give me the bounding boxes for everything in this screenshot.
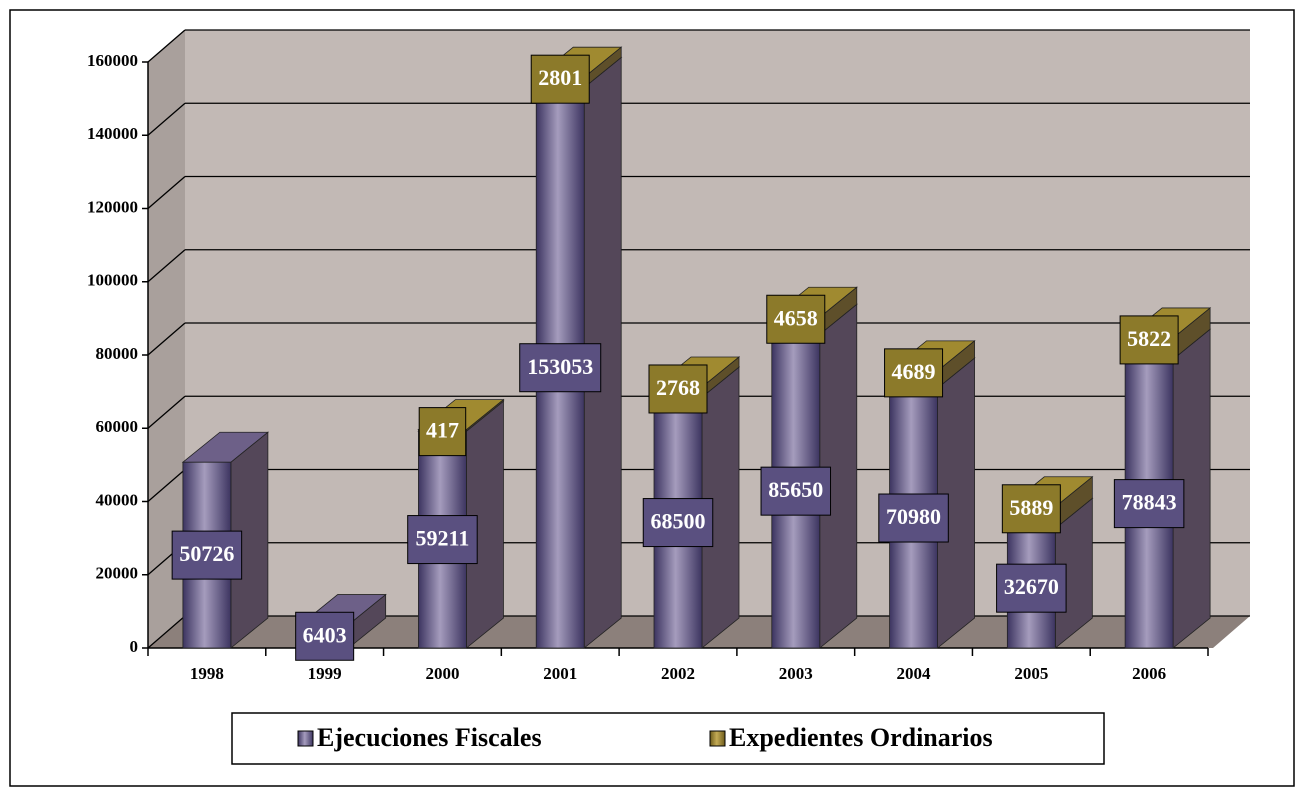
data-label: 2768 xyxy=(656,375,700,400)
data-label-box xyxy=(295,611,355,661)
data-label: 153053 xyxy=(527,354,593,379)
y-tick-label: 120000 xyxy=(87,197,138,216)
grid-line xyxy=(147,176,186,209)
legend-label: Ejecuciones Fiscales xyxy=(317,723,542,752)
data-label-box xyxy=(878,493,949,543)
y-tick-label: 0 xyxy=(130,637,139,656)
x-tick-label: 2006 xyxy=(1132,664,1166,683)
y-tick-label: 140000 xyxy=(87,124,138,143)
y-tick-label: 20000 xyxy=(96,564,139,583)
data-label: 70980 xyxy=(886,504,941,529)
x-tick-label: 2001 xyxy=(543,664,577,683)
data-label: 85650 xyxy=(768,477,823,502)
y-tick-label: 60000 xyxy=(96,417,139,436)
data-label-box xyxy=(760,466,832,516)
data-label: 68500 xyxy=(651,509,706,534)
data-label: 32670 xyxy=(1004,574,1059,599)
x-tick-label: 1998 xyxy=(190,664,224,683)
grid-line xyxy=(147,322,186,356)
x-tick-label: 2005 xyxy=(1014,664,1048,683)
grid-line xyxy=(147,249,186,283)
data-label-box xyxy=(1119,315,1179,365)
grid-line xyxy=(147,395,186,429)
legend-swatch xyxy=(297,730,314,747)
data-label-box xyxy=(642,498,714,548)
x-tick-label: 2003 xyxy=(779,664,813,683)
legend-label: Expedientes Ordinarios xyxy=(729,723,993,752)
data-label: 4689 xyxy=(892,359,936,384)
x-tick-label: 2000 xyxy=(425,664,459,683)
grid-line xyxy=(147,102,186,136)
data-label: 59211 xyxy=(416,526,470,551)
x-tick-label: 2004 xyxy=(897,664,932,683)
y-tick-label: 40000 xyxy=(96,490,139,509)
y-tick-label: 160000 xyxy=(87,51,138,70)
data-label: 50726 xyxy=(179,541,234,566)
x-tick-label: 1999 xyxy=(308,664,342,683)
y-tick-label: 100000 xyxy=(87,271,138,290)
data-label-box xyxy=(407,515,478,565)
data-label: 2801 xyxy=(538,65,582,90)
bar-segment xyxy=(652,366,741,649)
grid-line xyxy=(147,29,186,63)
grid-line xyxy=(147,615,186,649)
data-label-box xyxy=(1001,484,1061,534)
data-label-box xyxy=(1113,479,1185,529)
x-tick-label: 2002 xyxy=(661,664,695,683)
data-label-box xyxy=(884,348,944,398)
data-label-box xyxy=(766,294,826,344)
data-label-box xyxy=(171,530,243,580)
data-label: 5822 xyxy=(1127,326,1171,351)
grid-line xyxy=(147,469,186,502)
data-label-box xyxy=(996,563,1067,613)
legend xyxy=(231,712,1105,765)
y-tick-label: 80000 xyxy=(96,344,139,363)
data-label-box xyxy=(418,407,467,457)
legend-swatch xyxy=(709,730,726,747)
data-label-box xyxy=(519,343,602,393)
data-label: 78843 xyxy=(1122,490,1177,515)
data-label: 6403 xyxy=(303,622,347,647)
data-label-box xyxy=(530,54,590,104)
data-label: 4658 xyxy=(774,305,818,330)
data-label-box xyxy=(648,364,708,414)
data-label: 417 xyxy=(426,418,459,443)
data-label: 5889 xyxy=(1009,495,1053,520)
